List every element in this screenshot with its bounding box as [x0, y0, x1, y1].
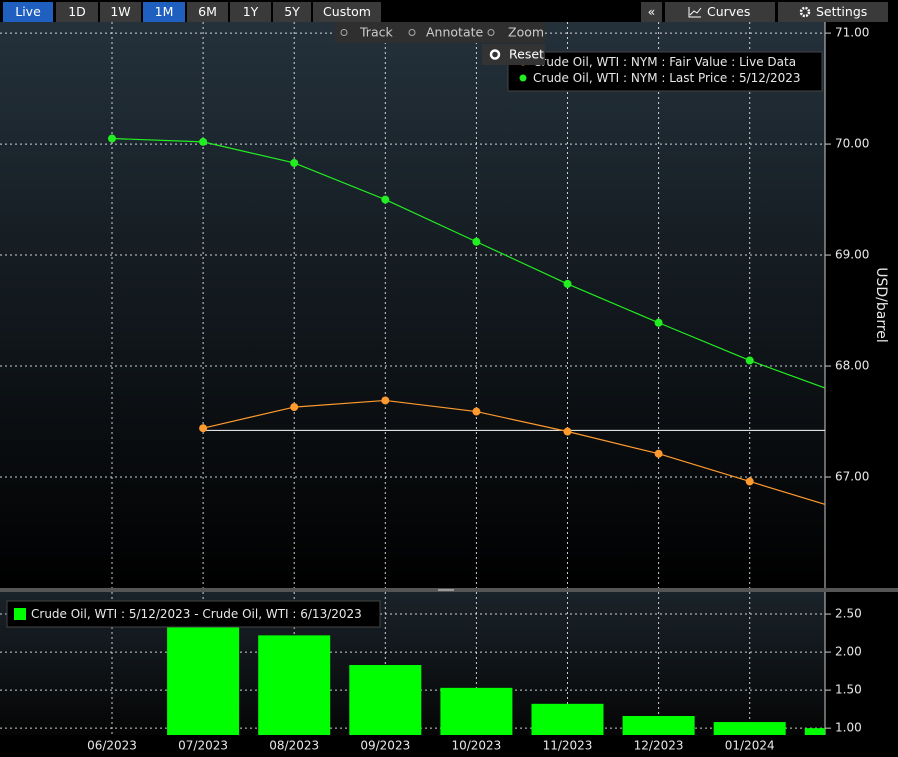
legend-items: Crude Oil, WTI : NYM : Fair Value : Live… [519, 55, 801, 85]
curves-icon [688, 7, 702, 18]
x-tick-label: 10/2023 [451, 739, 501, 753]
y-tick-label: 1.50 [835, 683, 862, 697]
range-button[interactable] [143, 2, 185, 22]
tool-bar [335, 22, 545, 43]
legend [507, 51, 823, 92]
lower-legend-items: Crude Oil, WTI : 5/12/2023 - Crude Oil, … [14, 607, 362, 621]
data-point [381, 396, 390, 405]
tool-label[interactable]: Track [359, 25, 393, 40]
legend-label: Crude Oil, WTI : NYM : Last Price : 5/12… [533, 71, 801, 85]
range-label[interactable]: 6M [198, 4, 217, 19]
x-tick-label: 06/2023 [87, 739, 137, 753]
series-line [202, 399, 825, 506]
bar [622, 715, 695, 735]
divider-handle[interactable] [438, 589, 454, 591]
bar [804, 728, 825, 735]
data-point [654, 449, 663, 458]
x-tick-label: 12/2023 [634, 739, 684, 753]
data-point [654, 318, 663, 327]
range-label[interactable]: 5Y [284, 4, 300, 19]
panel-button[interactable] [778, 2, 888, 22]
x-tick-label: 11/2023 [543, 739, 593, 753]
panel-label[interactable]: Settings [816, 4, 867, 19]
x-tick-label: 08/2023 [269, 739, 319, 753]
range-label[interactable]: Live [15, 4, 41, 19]
y-tick-label: 69.00 [835, 248, 869, 262]
bar [167, 607, 240, 735]
range-button[interactable] [187, 2, 228, 22]
data-point [563, 279, 572, 288]
range-button[interactable] [100, 2, 141, 22]
main-plot [0, 22, 845, 588]
lower-plot [0, 592, 825, 735]
data-point [199, 424, 208, 433]
tool-icon [340, 29, 348, 36]
reset-button[interactable] [482, 44, 545, 65]
y-tick-label: 71.00 [835, 26, 869, 40]
data-point [108, 134, 116, 143]
data-point [563, 427, 572, 436]
y-tick-label: 67.00 [835, 470, 869, 484]
y-tick-label: 68.00 [835, 359, 869, 373]
data-point [472, 407, 481, 416]
legend-marker [519, 74, 527, 82]
range-button[interactable] [273, 2, 311, 22]
data-point [472, 237, 481, 246]
range-button[interactable] [313, 2, 381, 22]
panel-label[interactable]: « [648, 4, 656, 19]
data-point [745, 477, 754, 486]
panel-label[interactable]: Curves [707, 4, 750, 19]
panel-button[interactable] [641, 2, 662, 22]
tool-label[interactable]: Annotate [426, 25, 484, 40]
data-point [837, 505, 845, 513]
y-tick-label: 70.00 [835, 137, 869, 151]
y-axis-title: USD/barrel [873, 267, 889, 343]
bar [440, 687, 513, 735]
tool-label[interactable]: Zoom [508, 25, 544, 40]
legend-marker [14, 608, 26, 620]
bar [713, 722, 786, 735]
data-point [199, 137, 208, 146]
data-point [381, 195, 390, 204]
range-button[interactable] [3, 2, 53, 22]
data-point [290, 158, 299, 167]
range-label[interactable]: 1D [68, 4, 86, 19]
x-tick-label: 01/2024 [725, 739, 775, 753]
legend-label: Crude Oil, WTI : NYM : Fair Value : Live… [533, 55, 796, 69]
x-tick-label: 07/2023 [178, 739, 228, 753]
toolbar: Live 1D 1W 1M 6M 1Y 5Y Custom « Curves Settings [3, 2, 888, 22]
y-tick-label: 1.00 [835, 721, 862, 735]
y-tick-label: 2.50 [835, 607, 862, 621]
range-label[interactable]: 1W [110, 4, 130, 19]
data-point [745, 356, 754, 365]
legend-label: Crude Oil, WTI : 5/12/2023 - Crude Oil, … [31, 607, 362, 621]
bar [531, 703, 604, 735]
bar [258, 635, 331, 735]
tools: Track Annotate Zoom [340, 25, 544, 40]
tool-icon [408, 29, 416, 36]
main-plot-bg [0, 22, 825, 588]
reset-label[interactable]: Reset [509, 47, 544, 62]
reset-icon [489, 49, 501, 60]
range-label[interactable]: 1M [155, 4, 174, 19]
range-label[interactable]: Custom [323, 4, 371, 19]
range-button[interactable] [56, 2, 98, 22]
data-point [290, 403, 299, 412]
range-button[interactable] [230, 2, 271, 22]
y-tick-label: 2.00 [835, 645, 862, 659]
x-tick-label: 09/2023 [360, 739, 410, 753]
tool-icon [487, 29, 495, 36]
axes: 06/2023 07/2023 08/2023 09/2023 10/2023 11/20… [87, 26, 869, 753]
settings-icon [799, 6, 811, 18]
bar [349, 665, 422, 735]
range-label[interactable]: 1Y [243, 4, 259, 19]
lower-legend [6, 600, 381, 628]
data-point [837, 390, 845, 398]
